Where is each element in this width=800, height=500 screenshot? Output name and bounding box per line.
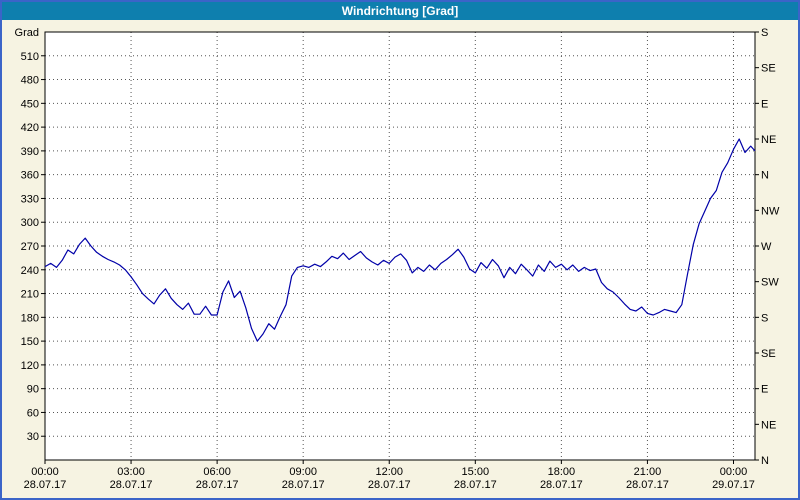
- x-axis-time-label: 00:00: [31, 466, 59, 478]
- x-axis-date-label: 28.07.17: [368, 479, 411, 491]
- x-axis-date-label: 28.07.17: [110, 479, 153, 491]
- plot-frame: [44, 31, 756, 461]
- compass-label: E: [761, 384, 768, 396]
- x-axis-date-label: 28.07.17: [196, 479, 239, 491]
- y-axis-tick-label: 270: [21, 241, 39, 253]
- x-axis-time-label: 18:00: [548, 466, 576, 478]
- x-axis-date-label: 28.07.17: [626, 479, 669, 491]
- x-axis-time-label: 06:00: [203, 466, 231, 478]
- compass-label: N: [761, 170, 769, 182]
- x-axis-time-label: 15:00: [462, 466, 490, 478]
- x-axis-time-label: 09:00: [289, 466, 317, 478]
- y-axis-tick-label: 360: [21, 170, 39, 182]
- compass-label: S: [761, 27, 768, 39]
- x-axis-time-label: 00:00: [720, 466, 748, 478]
- y-axis-tick-label: 300: [21, 217, 39, 229]
- vertical-gridlines: [130, 32, 734, 460]
- y-axis-tick-label: 390: [21, 146, 39, 158]
- y-axis-tick-label: 450: [21, 98, 39, 110]
- y-axis-tick-label: 240: [21, 265, 39, 277]
- y-axis-tick-label: 180: [21, 312, 39, 324]
- y-axis-tick-label: 30: [27, 431, 39, 443]
- y-axis-tick-label: 510: [21, 51, 39, 63]
- compass-label: SE: [761, 348, 776, 360]
- x-axis-time-label: 03:00: [117, 466, 145, 478]
- chart-title-bar: Windrichtung [Grad]: [2, 2, 798, 20]
- x-axis-date-label: 28.07.17: [454, 479, 497, 491]
- y-axis-unit-label: Grad: [15, 27, 39, 39]
- x-axis-date-label: 28.07.17: [540, 479, 583, 491]
- x-axis-date-label: 28.07.17: [24, 479, 67, 491]
- y-axis-left-labels: 30 60 90 120 150 180 210 240 270 300 330 360 390 420 4…: [15, 27, 45, 443]
- y-axis-tick-label: 60: [27, 407, 39, 419]
- chart-container: 30 60 90 120 150 180 210 240 270 300 330 360 390 420 4…: [2, 20, 798, 498]
- y-axis-tick-label: 120: [21, 360, 39, 372]
- x-axis-date-label: 29.07.17: [712, 479, 755, 491]
- compass-label: E: [761, 98, 768, 110]
- compass-label: NE: [761, 134, 776, 146]
- y-axis-tick-label: 90: [27, 384, 39, 396]
- series-line-windrichtung: [44, 138, 756, 342]
- y-axis-tick-label: 420: [21, 122, 39, 134]
- plot-area: [45, 32, 755, 460]
- x-axis-labels: 00:0028.07.1703:0028.07.1706:0028.07.170…: [24, 460, 755, 491]
- x-axis-date-label: 28.07.17: [282, 479, 325, 491]
- y-axis-tick-label: 210: [21, 289, 39, 301]
- y-axis-tick-label: 480: [21, 75, 39, 87]
- compass-label: S: [761, 312, 768, 324]
- compass-label: NW: [761, 205, 780, 217]
- compass-label: NE: [761, 419, 776, 431]
- x-axis-time-label: 12:00: [375, 466, 403, 478]
- compass-label: SW: [761, 277, 779, 289]
- compass-label: N: [761, 455, 769, 467]
- y-axis-right-labels: S SE E NE N NW W SW S SE E NE N: [755, 27, 780, 467]
- y-axis-tick-label: 330: [21, 193, 39, 205]
- x-axis-time-label: 21:00: [634, 466, 662, 478]
- y-axis-tick-label: 150: [21, 336, 39, 348]
- compass-label: SE: [761, 63, 776, 75]
- compass-label: W: [761, 241, 772, 253]
- chart-title: Windrichtung [Grad]: [341, 4, 459, 18]
- wind-direction-chart: 30 60 90 120 150 180 210 240 270 300 330 360 390 420 4…: [15, 27, 780, 491]
